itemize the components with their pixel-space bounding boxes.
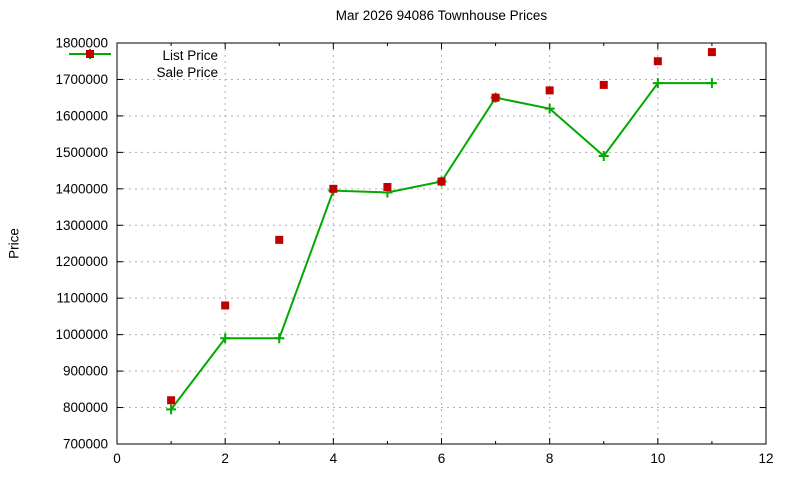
y-tick-label: 700000 <box>63 437 108 452</box>
x-tick-label: 10 <box>650 451 665 466</box>
y-tick-label: 1700000 <box>55 72 108 87</box>
x-tick-label: 6 <box>438 451 446 466</box>
y-tick-label: 1500000 <box>55 145 108 160</box>
sale-price-point <box>545 86 554 95</box>
x-tick-label: 12 <box>758 451 773 466</box>
sale-price-point <box>167 396 176 405</box>
list-price-point <box>598 151 609 162</box>
sale-price-point <box>221 301 230 310</box>
sale-price-point <box>437 177 446 186</box>
sale-price-point <box>383 182 392 191</box>
sale-price-point <box>653 57 662 66</box>
chart-title: Mar 2026 94086 Townhouse Prices <box>335 8 548 23</box>
x-tick-label: 0 <box>113 451 121 466</box>
x-tick-label: 8 <box>546 451 554 466</box>
y-tick-label: 1600000 <box>55 108 108 123</box>
list-price-point <box>544 103 555 114</box>
y-tick-label: 1400000 <box>55 181 108 196</box>
legend: List Price Sale Price <box>68 47 226 81</box>
y-tick-label: 1200000 <box>55 254 108 269</box>
sale-price-point <box>275 235 284 244</box>
sale-price-square-icon <box>86 50 94 58</box>
list-price-point <box>274 333 285 344</box>
y-tick-label: 1800000 <box>55 36 108 51</box>
y-tick-label: 1300000 <box>55 218 108 233</box>
sale-price-point <box>599 80 608 89</box>
sale-price-point <box>329 184 338 193</box>
sale-price-point <box>491 93 500 102</box>
y-tick-label: 1000000 <box>55 327 108 342</box>
sale-price-point <box>707 48 716 57</box>
x-tick-label: 4 <box>330 451 338 466</box>
legend-label-list-price: List Price <box>162 48 218 63</box>
legend-label-sale-price: Sale Price <box>156 65 218 80</box>
list-price-point <box>220 333 231 344</box>
list-price-point <box>652 78 663 89</box>
list-price-point <box>166 404 177 415</box>
legend-item-sale-price: Sale Price <box>68 50 226 81</box>
y-axis-label: Price <box>6 228 22 259</box>
y-tick-label: 800000 <box>63 400 108 415</box>
y-tick-label: 900000 <box>63 364 108 379</box>
y-tick-label: 1100000 <box>56 291 108 306</box>
x-tick-label: 2 <box>221 451 229 466</box>
list-price-point <box>706 78 717 89</box>
list-price-line <box>170 82 712 410</box>
